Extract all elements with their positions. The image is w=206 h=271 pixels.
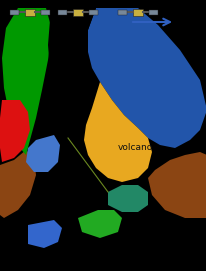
Bar <box>10 9 19 15</box>
FancyBboxPatch shape <box>25 8 35 15</box>
Bar <box>58 9 67 15</box>
Polygon shape <box>108 185 147 212</box>
Polygon shape <box>0 100 30 162</box>
Polygon shape <box>147 152 206 218</box>
Polygon shape <box>0 150 36 218</box>
Polygon shape <box>84 82 151 182</box>
FancyBboxPatch shape <box>73 8 83 15</box>
Polygon shape <box>88 8 206 148</box>
Bar <box>148 9 157 15</box>
FancyBboxPatch shape <box>132 8 142 15</box>
Text: volcano: volcano <box>117 144 152 153</box>
Polygon shape <box>2 8 52 155</box>
Polygon shape <box>26 135 60 172</box>
Bar <box>117 9 126 15</box>
Polygon shape <box>48 8 96 138</box>
Bar <box>41 9 50 15</box>
Polygon shape <box>28 220 62 248</box>
Polygon shape <box>78 210 121 238</box>
Bar <box>89 9 97 15</box>
